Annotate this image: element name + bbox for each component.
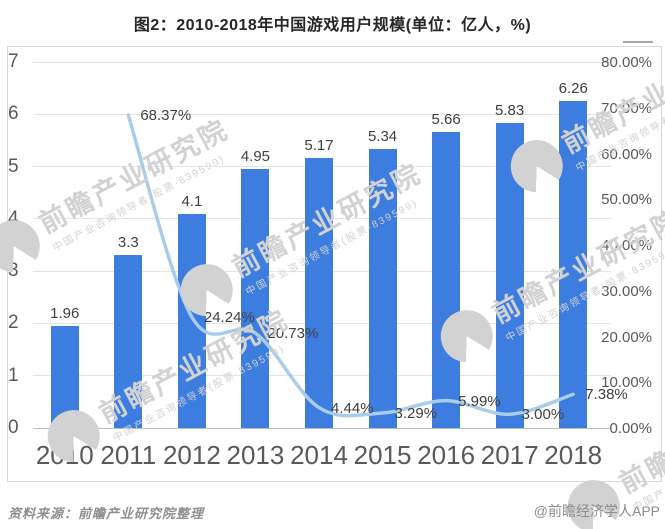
bar-2016 — [432, 132, 461, 428]
y-axis-tick-right: 10.00% — [601, 374, 652, 392]
bar-label-2018: 6.26 — [558, 79, 588, 97]
bar-label-2015: 5.34 — [367, 127, 398, 145]
x-axis-label-2011: 2011 — [100, 440, 157, 470]
y-axis-tick-right: 80.00% — [601, 54, 652, 71]
y-axis-tick-left: 3 — [8, 260, 19, 282]
x-axis-label-2018: 2018 — [544, 440, 603, 470]
x-axis-label-2010: 2010 — [35, 440, 94, 470]
legend-dash — [623, 41, 653, 43]
x-axis-label-2014: 2014 — [290, 440, 348, 470]
y-axis-tick-right: 40.00% — [601, 237, 652, 254]
chart-title: 图2：2010-2018年中国游戏用户规模(单位：亿人，%) — [133, 17, 532, 34]
y-axis-tick-right: 20.00% — [601, 328, 652, 346]
grid-line — [33, 61, 611, 63]
bar-label-2014: 5.17 — [304, 136, 334, 154]
bar-label-2013: 4.95 — [240, 148, 271, 166]
y-axis-tick-left: 0 — [8, 417, 19, 438]
bar-label-2012: 4.1 — [181, 192, 203, 210]
y-axis-tick-right: 70.00% — [601, 99, 652, 117]
bar-label-2010: 1.96 — [50, 304, 80, 322]
line-point-label-2017: 3.00% — [521, 406, 565, 424]
line-point-label-2016: 5.99% — [458, 392, 501, 410]
y-axis-tick-left: 7 — [8, 51, 19, 72]
line-point-label-2014: 4.44% — [331, 399, 374, 417]
y-axis-tick-right: 60.00% — [601, 145, 652, 163]
line-point-label-2011: 68.37% — [140, 107, 192, 125]
line-point-label-2018: 7.38% — [585, 386, 628, 404]
bar-2010 — [50, 325, 79, 428]
bar-label-2016: 5.66 — [431, 111, 461, 129]
y-axis-tick-left: 5 — [8, 155, 19, 177]
y-axis-tick-left: 1 — [8, 364, 19, 386]
line-point-label-2012: 24.24% — [203, 309, 255, 327]
bar-2014 — [305, 157, 333, 428]
y-axis-tick-right: 30.00% — [601, 282, 652, 300]
x-axis-label-2016: 2016 — [417, 440, 476, 470]
x-axis-baseline — [33, 427, 611, 429]
bar-2013 — [241, 169, 270, 428]
y-axis-tick-right: 50.00% — [601, 191, 652, 209]
line-point-label-2015: 3.29% — [394, 404, 438, 422]
bar-2012 — [177, 213, 206, 428]
bar-2011 — [114, 255, 143, 428]
bar-label-2011: 3.3 — [117, 234, 139, 252]
line-point-label-2013: 20.73% — [267, 325, 319, 343]
y-axis-tick-right: 0.00% — [609, 420, 652, 437]
source-note: 资料来源：前瞻产业研究院整理 — [8, 506, 205, 521]
bar-2015 — [368, 148, 397, 428]
bar-label-2017: 5.83 — [495, 102, 525, 120]
y-axis-tick-left: 4 — [8, 207, 19, 229]
bar-2017 — [495, 123, 524, 428]
bar-2018 — [559, 100, 588, 428]
credit-note: @前瞻经济学人APP — [533, 503, 660, 519]
y-axis-tick-left: 6 — [8, 103, 19, 125]
y-axis-tick-left: 2 — [8, 312, 19, 334]
x-axis-label-2015: 2015 — [353, 440, 412, 470]
x-axis-label-2013: 2013 — [226, 440, 285, 470]
x-axis-label-2017: 2017 — [480, 440, 539, 470]
x-axis-label-2012: 2012 — [162, 440, 221, 470]
